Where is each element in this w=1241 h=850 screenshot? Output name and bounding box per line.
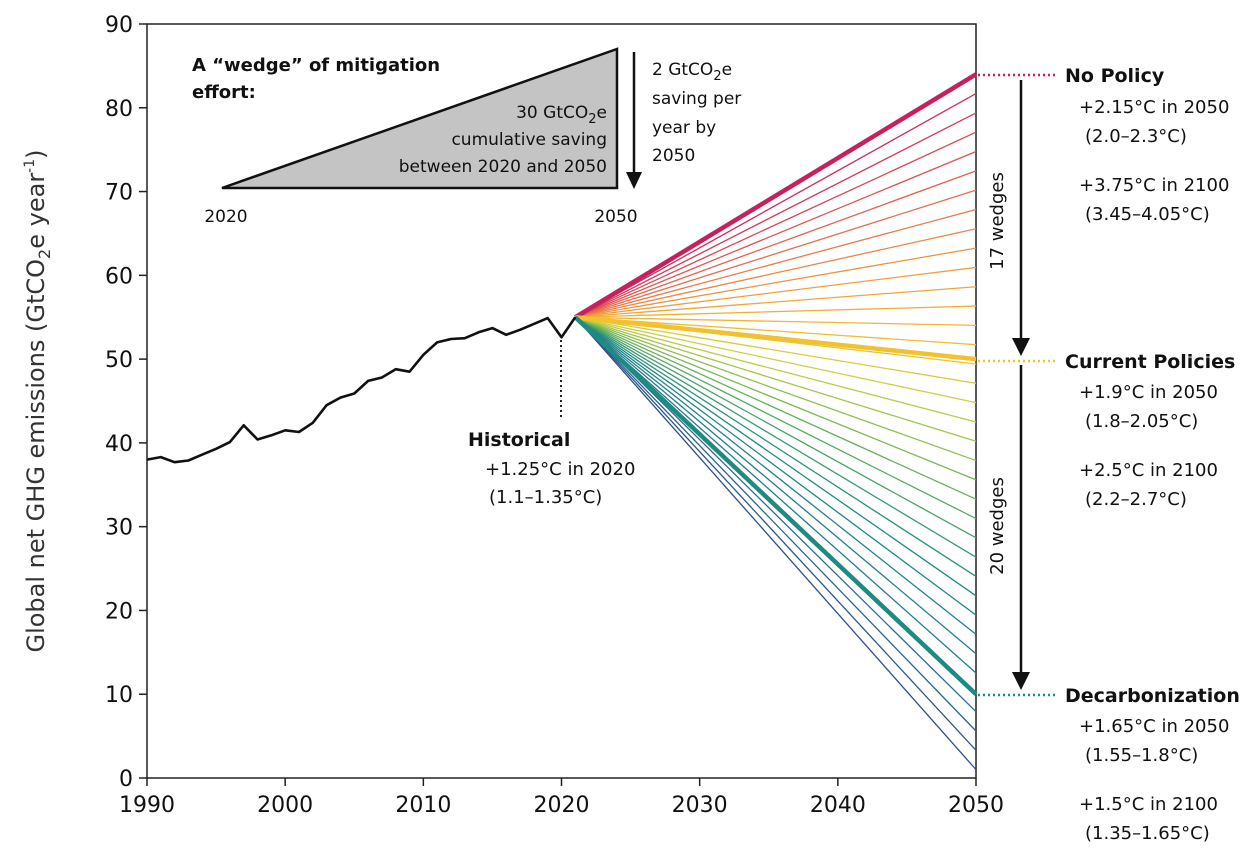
decarbonization-2050-range: (1.55–1.8°C)	[1085, 745, 1198, 766]
y-tick-label: 10	[105, 683, 133, 708]
inset-title-line2: effort:	[192, 82, 256, 103]
scenario-line	[575, 316, 977, 520]
scenario-line	[575, 316, 977, 500]
scenario-line	[574, 316, 977, 732]
scenario-line	[575, 316, 977, 442]
scenario-line	[574, 316, 977, 635]
scenario-line	[575, 208, 977, 318]
no-policy-2050: +2.15°C in 2050	[1079, 97, 1229, 118]
scenario-line	[575, 266, 977, 318]
scenario-line	[574, 316, 977, 655]
x-tick-label: 2020	[534, 793, 590, 818]
y-tick-label: 40	[105, 432, 133, 457]
historical-emissions-line	[146, 316, 577, 464]
inset-x-left: 2020	[204, 207, 247, 227]
wedge-inner-line2: cumulative saving	[451, 130, 607, 150]
y-axis-label: Global net GHG emissions (GtCO2e year-1)	[22, 149, 54, 652]
x-tick-label: 2010	[395, 793, 451, 818]
wedges-arrowhead-upper	[1012, 338, 1030, 356]
inset-arrowhead	[626, 172, 642, 189]
scenario-line	[574, 316, 977, 558]
highlight-scenario-line	[573, 315, 978, 696]
highlight-scenario-line	[574, 72, 978, 320]
current-policies-2050-range: (1.8–2.05°C)	[1085, 411, 1198, 432]
decarbonization-2100-range: (1.35–1.65°C)	[1085, 823, 1210, 844]
no-policy-title: No Policy	[1065, 65, 1165, 87]
current-policies-2050: +1.9°C in 2050	[1079, 382, 1218, 403]
scenario-line	[575, 286, 977, 318]
x-tick-label: 2040	[810, 793, 866, 818]
scenario-line	[575, 316, 977, 404]
scenario-line	[575, 316, 977, 462]
historical-temp-2020: +1.25°C in 2020	[485, 459, 635, 480]
scenario-line	[575, 316, 977, 481]
x-tick-label: 2000	[257, 793, 313, 818]
scenario-line	[575, 316, 977, 539]
inset-x-right: 2050	[594, 207, 637, 227]
scenario-line	[575, 247, 977, 318]
y-tick-label: 60	[105, 264, 133, 289]
no-policy-2100-range: (3.45–4.05°C)	[1085, 204, 1210, 225]
wedge-triangle	[221, 47, 619, 190]
y-tick-label: 80	[105, 97, 133, 122]
scenario-line	[575, 316, 977, 346]
y-tick-label: 70	[105, 181, 133, 206]
inset-title-line1: A “wedge” of mitigation	[192, 55, 440, 76]
decarbonization-2050: +1.65°C in 2050	[1079, 716, 1229, 737]
historical-temp-range: (1.1–1.35°C)	[489, 487, 602, 508]
scenario-line	[575, 150, 977, 318]
x-tick-label: 2050	[948, 793, 1004, 818]
x-axis-ticks: 1990 2000 2010 2020 2030 2040 2050	[119, 778, 1004, 818]
scenario-line	[575, 112, 977, 318]
current-policies-title: Current Policies	[1065, 351, 1235, 373]
y-tick-label: 50	[105, 348, 133, 373]
current-policies-2100-range: (2.2–2.7°C)	[1085, 489, 1187, 510]
scenario-line	[575, 189, 977, 318]
scenario-line	[574, 316, 977, 597]
scenario-line	[575, 305, 977, 318]
decarbonization-title: Decarbonization	[1065, 685, 1240, 707]
scenario-line	[575, 228, 977, 318]
y-tick-label: 90	[105, 13, 133, 38]
wedges-arrowhead-lower	[1012, 672, 1030, 690]
x-tick-label: 2030	[672, 793, 728, 818]
scenario-line	[574, 316, 977, 771]
decarbonization-2100: +1.5°C in 2100	[1079, 794, 1218, 815]
scenario-line	[574, 316, 977, 751]
scenario-line	[575, 131, 977, 318]
wedges-upper-label: 17 wedges	[987, 172, 1008, 270]
wedge-inner-line3: between 2020 and 2050	[399, 157, 607, 177]
inset-right-line2: saving per	[652, 89, 741, 109]
inset-right-line4: 2050	[652, 146, 695, 166]
current-policies-2100: +2.5°C in 2100	[1079, 460, 1218, 481]
y-tick-label: 0	[119, 767, 133, 792]
y-tick-label: 30	[105, 516, 133, 541]
scenario-line	[574, 316, 977, 616]
inset-right-line3: year by	[652, 118, 716, 138]
y-axis-ticks: 0 10 20 30 40 50 60 70 80 90	[105, 13, 147, 792]
scenario-line	[574, 316, 977, 578]
scenario-line	[575, 170, 977, 318]
no-policy-2100: +3.75°C in 2100	[1079, 175, 1229, 196]
scenario-line	[574, 316, 977, 674]
wedges-lower-label: 20 wedges	[987, 477, 1008, 575]
highlight-scenario-line	[575, 314, 977, 362]
no-policy-2050-range: (2.0–2.3°C)	[1085, 126, 1187, 147]
scenario-line	[575, 316, 977, 423]
inset-right-line1: 2 GtCO2e	[652, 60, 732, 84]
scenario-line	[574, 93, 977, 318]
wedge-inner-line1: 30 GtCO2e	[516, 103, 607, 127]
wedge-inset: A “wedge” of mitigation effort: 30 GtCO2…	[192, 47, 741, 227]
scenario-line	[575, 316, 977, 327]
x-tick-label: 1990	[119, 793, 175, 818]
scenario-line	[575, 316, 977, 384]
y-tick-label: 20	[105, 599, 133, 624]
highlight-scenarios	[573, 72, 978, 696]
historical-title: Historical	[468, 429, 570, 451]
